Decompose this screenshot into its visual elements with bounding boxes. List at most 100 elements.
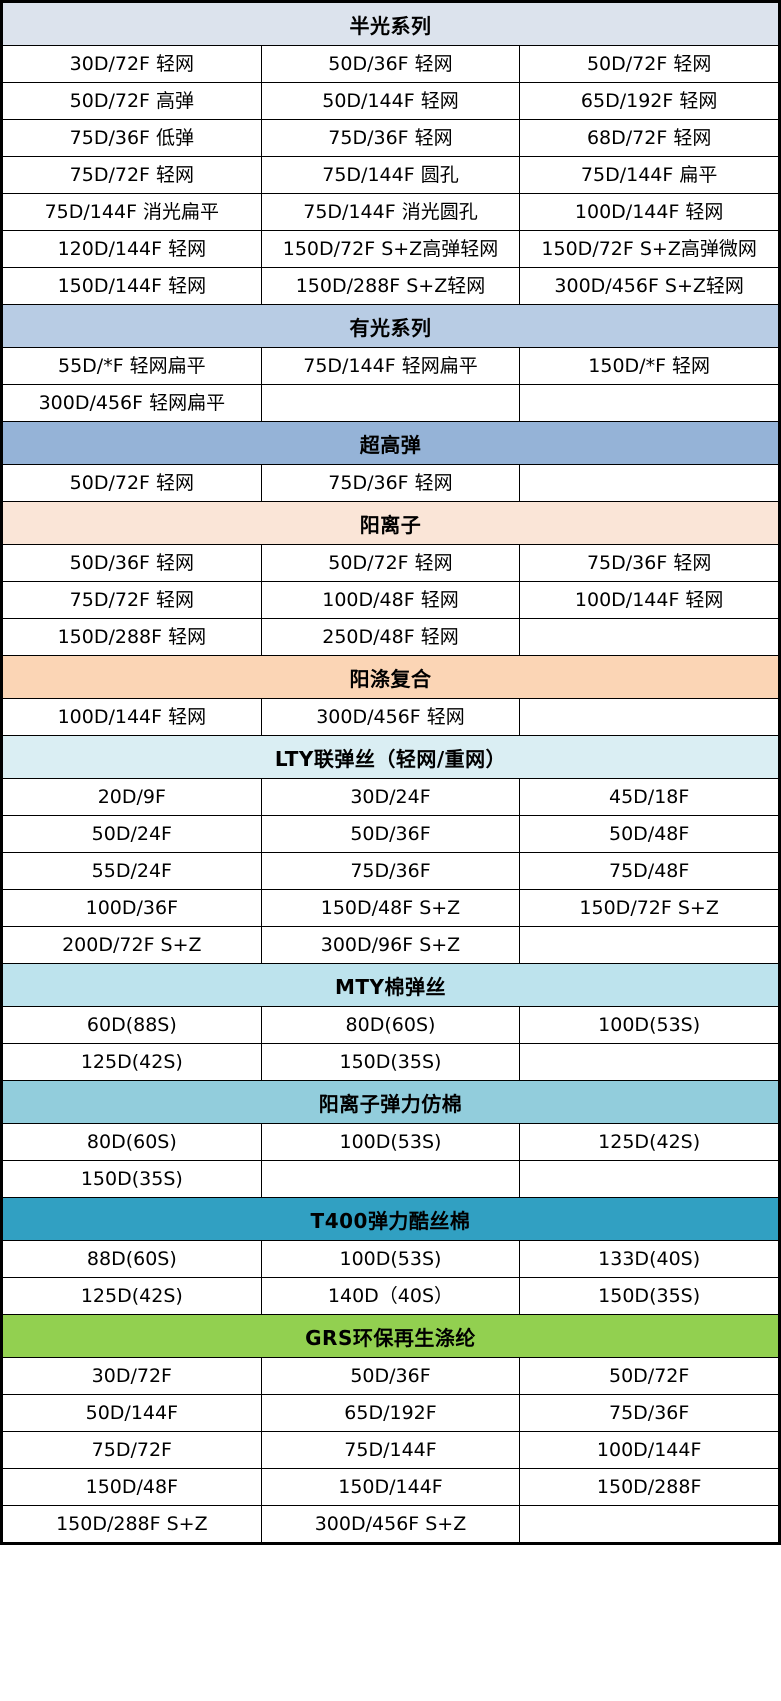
spec-cell[interactable]: 140D（40S） [260, 1277, 521, 1315]
spec-cell[interactable]: 125D(42S) [2, 1043, 262, 1081]
spec-cell[interactable]: 75D/36F 低弹 [2, 119, 262, 157]
spec-cell[interactable]: 75D/144F 圆孔 [260, 156, 521, 194]
spec-cell[interactable]: 50D/72F 高弹 [2, 82, 262, 120]
spec-cell[interactable]: 250D/48F 轻网 [260, 618, 521, 656]
spec-cell[interactable]: 55D/24F [2, 852, 262, 890]
spec-cell[interactable]: 200D/72F S+Z [2, 926, 262, 964]
spec-cell[interactable]: 50D/36F [260, 815, 521, 853]
spec-cell[interactable]: 88D(60S) [2, 1240, 262, 1278]
spec-cell[interactable]: 100D(53S) [260, 1123, 521, 1161]
spec-cell[interactable]: 50D/144F [2, 1394, 262, 1432]
spec-cell[interactable]: 50D/36F 轻网 [260, 45, 521, 83]
spec-cell[interactable]: 100D/144F 轻网 [519, 581, 779, 619]
table-row: 300D/456F 轻网扁平 [2, 384, 779, 422]
spec-cell[interactable]: 45D/18F [519, 778, 779, 816]
table-row: 75D/72F 75D/144F 100D/144F [2, 1431, 779, 1469]
spec-cell[interactable]: 150D/288F [519, 1468, 779, 1506]
section-header-lty: LTY联弹丝（轻网/重网） [2, 735, 779, 779]
spec-cell[interactable]: 68D/72F 轻网 [519, 119, 779, 157]
spec-cell[interactable]: 125D(42S) [519, 1123, 779, 1161]
spec-cell[interactable]: 150D/288F S+Z轻网 [260, 267, 521, 305]
spec-cell[interactable]: 150D/288F 轻网 [2, 618, 262, 656]
section-header-row: MTY棉弹丝 [2, 963, 779, 1007]
spec-cell[interactable]: 150D(35S) [2, 1160, 262, 1198]
spec-cell[interactable]: 50D/48F [519, 815, 779, 853]
spec-cell[interactable]: 80D(60S) [2, 1123, 262, 1161]
spec-cell-label: 75D/48F [608, 859, 690, 882]
spec-cell[interactable]: 60D(88S) [2, 1006, 262, 1044]
section-header-youguang: 有光系列 [2, 304, 779, 348]
spec-cell[interactable]: 75D/72F [2, 1431, 262, 1469]
empty-cell [519, 1043, 779, 1081]
empty-cell [519, 926, 779, 964]
spec-cell[interactable]: 100D/144F 轻网 [519, 193, 779, 231]
spec-cell[interactable]: 30D/24F [260, 778, 521, 816]
table-row: 20D/9F 30D/24F 45D/18F [2, 778, 779, 816]
spec-cell[interactable]: 150D/48F [2, 1468, 262, 1506]
spec-cell[interactable]: 125D(42S) [2, 1277, 262, 1315]
spec-cell[interactable]: 75D/36F 轻网 [260, 464, 521, 502]
spec-cell[interactable]: 150D/288F S+Z [2, 1505, 262, 1543]
spec-cell[interactable]: 100D/48F 轻网 [260, 581, 521, 619]
spec-cell[interactable]: 75D/36F [260, 852, 521, 890]
spec-cell[interactable]: 150D(35S) [519, 1277, 779, 1315]
spec-cell[interactable]: 50D/72F 轻网 [519, 45, 779, 83]
spec-cell[interactable]: 75D/36F 轻网 [519, 544, 779, 582]
table-row: 55D/24F 75D/36F 75D/48F [2, 852, 779, 890]
section-header-row: GRS环保再生涤纶 [2, 1314, 779, 1358]
spec-cell[interactable]: 100D/36F [2, 889, 262, 927]
yarn-specification-table: 半光系列 30D/72F 轻网 50D/36F 轻网 50D/72F 轻网 50D/72… [2, 2, 779, 1543]
spec-cell[interactable]: 50D/72F 轻网 [260, 544, 521, 582]
spec-cell[interactable]: 150D(35S) [260, 1043, 521, 1081]
spec-cell[interactable]: 50D/36F [260, 1357, 521, 1395]
table-row: 50D/144F 65D/192F 75D/36F [2, 1394, 779, 1432]
spec-cell[interactable]: 133D(40S) [519, 1240, 779, 1278]
spec-cell[interactable]: 75D/144F 消光圆孔 [260, 193, 521, 231]
spec-cell[interactable]: 300D/456F S+Z [260, 1505, 521, 1543]
spec-cell[interactable]: 50D/72F 轻网 [2, 464, 262, 502]
spec-cell[interactable]: 75D/72F 轻网 [2, 156, 262, 194]
spec-cell[interactable]: 150D/144F [260, 1468, 521, 1506]
spec-cell-label: 100D(53S) [339, 1247, 442, 1270]
spec-cell[interactable]: 300D/96F S+Z [260, 926, 521, 964]
spec-cell[interactable]: 75D/36F [519, 1394, 779, 1432]
spec-cell[interactable]: 75D/144F 扁平 [519, 156, 779, 194]
spec-cell[interactable]: 75D/144F [260, 1431, 521, 1469]
spec-cell[interactable]: 100D/144F [519, 1431, 779, 1469]
spec-cell[interactable]: 150D/72F S+Z [519, 889, 779, 927]
spec-cell-label: 150D/72F S+Z高弹微网 [541, 237, 757, 260]
spec-cell[interactable]: 100D/144F 轻网 [2, 698, 262, 736]
spec-cell[interactable]: 150D/72F S+Z高弹微网 [519, 230, 779, 268]
spec-cell[interactable]: 300D/456F S+Z轻网 [519, 267, 779, 305]
spec-cell[interactable]: 55D/*F 轻网扁平 [2, 347, 262, 385]
spec-cell[interactable]: 50D/72F [519, 1357, 779, 1395]
spec-cell[interactable]: 65D/192F 轻网 [519, 82, 779, 120]
spec-cell[interactable]: 50D/24F [2, 815, 262, 853]
section-header-row: 阳离子 [2, 501, 779, 545]
spec-cell[interactable]: 75D/72F 轻网 [2, 581, 262, 619]
spec-cell[interactable]: 30D/72F 轻网 [2, 45, 262, 83]
spec-cell[interactable]: 100D(53S) [260, 1240, 521, 1278]
spec-cell[interactable]: 80D(60S) [260, 1006, 521, 1044]
spec-cell[interactable]: 120D/144F 轻网 [2, 230, 262, 268]
empty-cell [519, 384, 779, 422]
spec-cell[interactable]: 30D/72F [2, 1357, 262, 1395]
spec-cell[interactable]: 50D/144F 轻网 [260, 82, 521, 120]
spec-cell-label: 150D(35S) [339, 1050, 442, 1073]
spec-cell[interactable]: 75D/48F [519, 852, 779, 890]
spec-cell[interactable]: 75D/144F 消光扁平 [2, 193, 262, 231]
spec-cell[interactable]: 150D/72F S+Z高弹轻网 [260, 230, 521, 268]
spec-cell[interactable]: 300D/456F 轻网扁平 [2, 384, 262, 422]
spec-cell[interactable]: 100D(53S) [519, 1006, 779, 1044]
spec-cell[interactable]: 150D/48F S+Z [260, 889, 521, 927]
spec-cell[interactable]: 50D/36F 轻网 [2, 544, 262, 582]
spec-cell[interactable]: 75D/144F 轻网扁平 [260, 347, 521, 385]
spec-cell[interactable]: 20D/9F [2, 778, 262, 816]
spec-cell[interactable]: 65D/192F [260, 1394, 521, 1432]
spec-cell[interactable]: 75D/36F 轻网 [260, 119, 521, 157]
spec-cell-label: 75D/72F 轻网 [69, 588, 194, 611]
spec-cell[interactable]: 150D/*F 轻网 [519, 347, 779, 385]
section-header-yangdifuhe: 阳涤复合 [2, 655, 779, 699]
spec-cell[interactable]: 150D/144F 轻网 [2, 267, 262, 305]
spec-cell[interactable]: 300D/456F 轻网 [260, 698, 521, 736]
